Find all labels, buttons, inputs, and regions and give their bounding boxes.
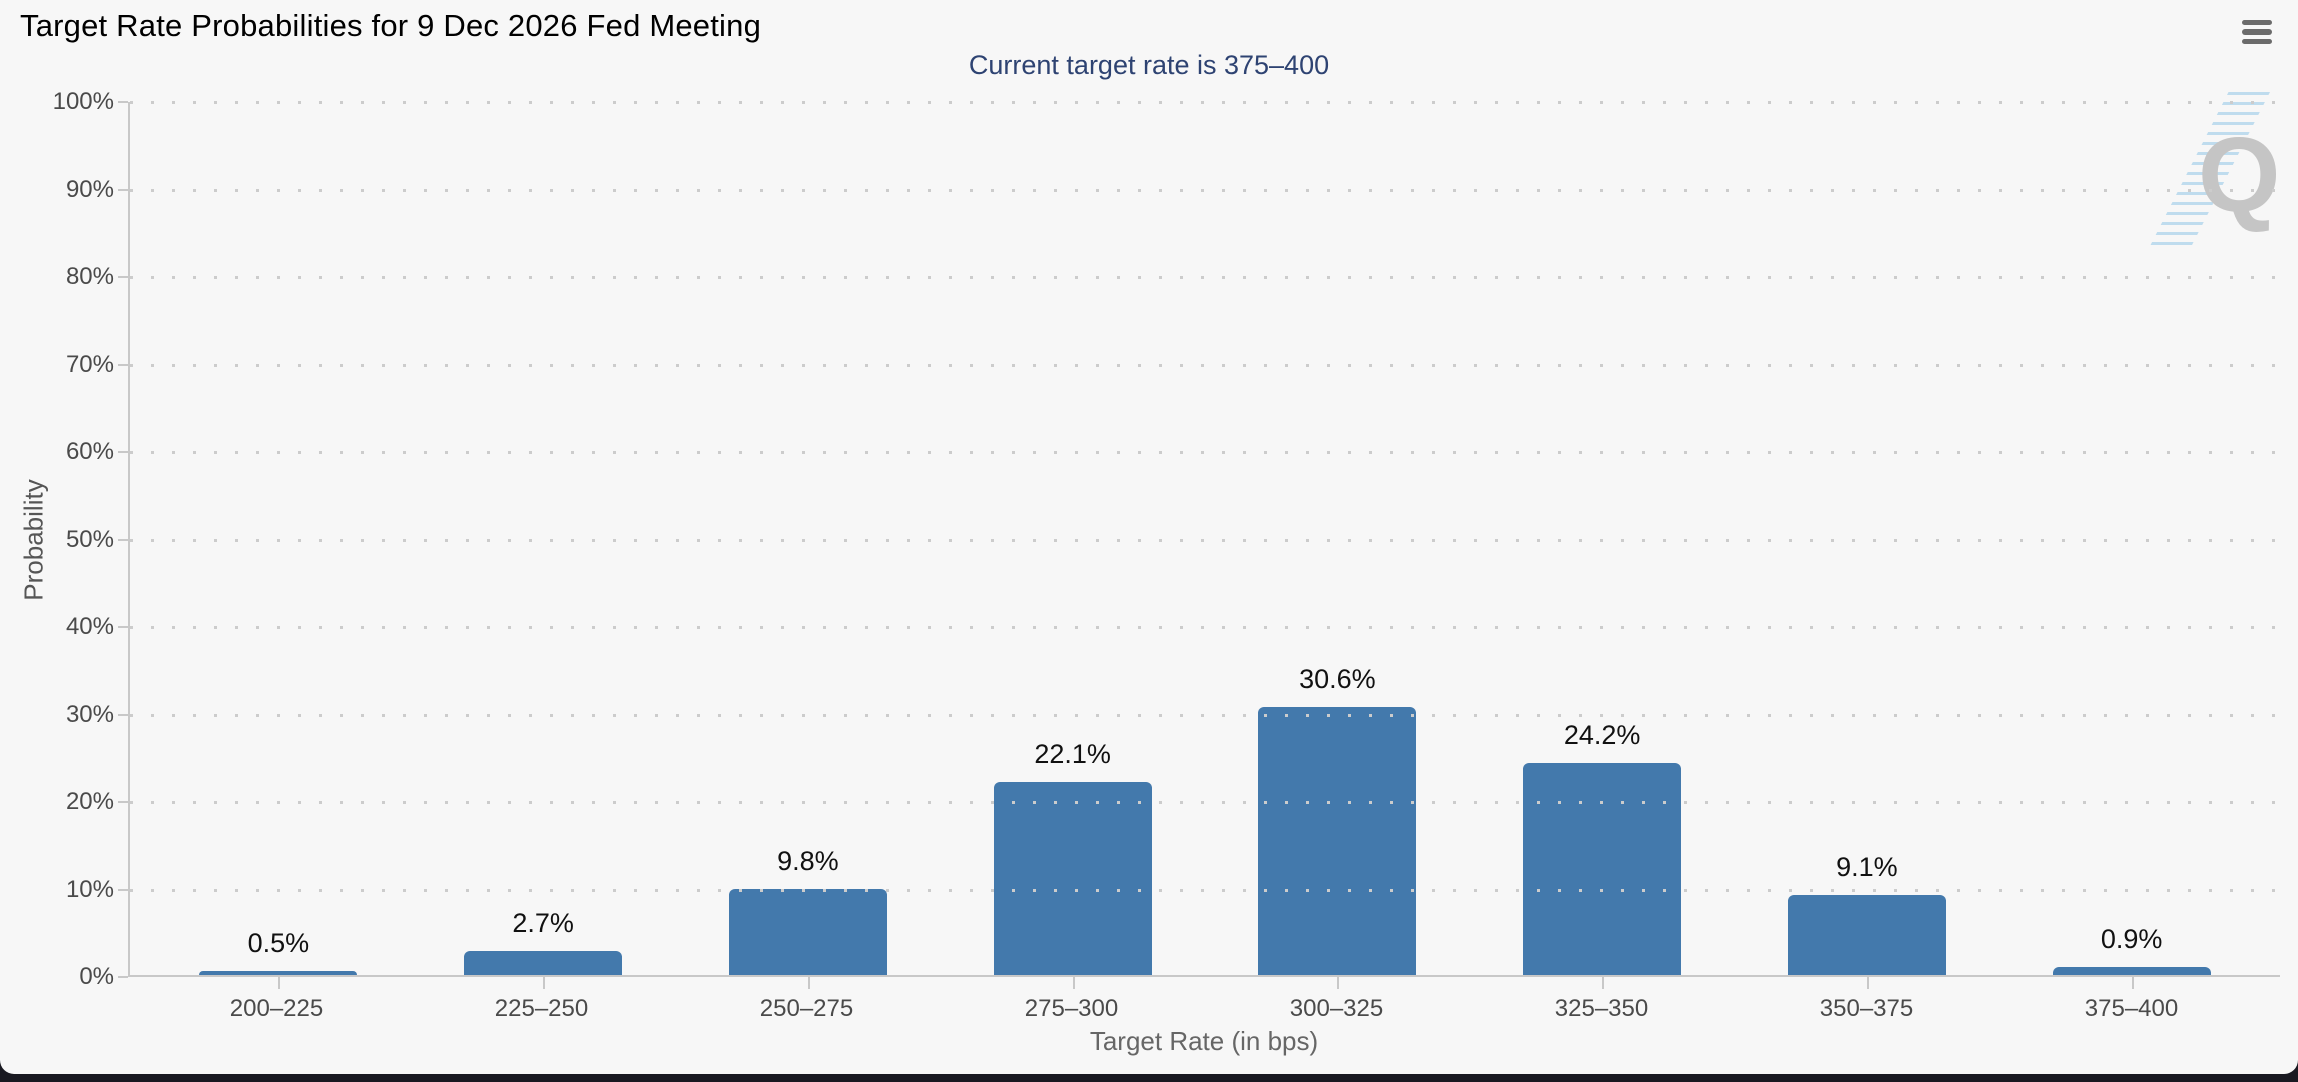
x-axis-tick bbox=[543, 977, 546, 989]
bar-value-label: 9.8% bbox=[777, 846, 839, 877]
x-axis-tick bbox=[807, 977, 810, 989]
y-axis-tick-label: 0% bbox=[79, 963, 114, 990]
x-axis-tick bbox=[1337, 977, 1340, 989]
bar-slot: 22.1% bbox=[940, 102, 1205, 989]
bar[interactable] bbox=[464, 951, 623, 975]
quikstrike-watermark: Q bbox=[2148, 92, 2280, 250]
bar-value-label: 9.1% bbox=[1836, 852, 1898, 883]
bar-value-label: 22.1% bbox=[1034, 738, 1111, 769]
x-axis-category-label: 325–350 bbox=[1554, 995, 1649, 1022]
bar[interactable] bbox=[1258, 707, 1417, 975]
y-axis-tick-label: 80% bbox=[65, 263, 114, 290]
gridline bbox=[130, 451, 2280, 454]
y-axis-tick bbox=[118, 538, 128, 541]
y-axis-tick-label: 40% bbox=[65, 613, 114, 640]
page-title: Target Rate Probabilities for 9 Dec 2026… bbox=[20, 8, 762, 43]
y-axis-tick bbox=[118, 276, 128, 278]
bars-row: 0.5% 2.7% 9.8% 22.1% 30.6% 24.2% 9.1% 0.9% bbox=[130, 102, 2280, 989]
y-axis-tick bbox=[118, 888, 128, 891]
hamburger-icon bbox=[2242, 19, 2272, 26]
gridline bbox=[130, 626, 2280, 629]
x-axis-category-label: 300–325 bbox=[1289, 995, 1384, 1022]
y-axis-tick-label: 90% bbox=[65, 175, 114, 203]
bar-slot: 9.1% bbox=[1735, 102, 2000, 989]
y-axis-tick-label: 100% bbox=[52, 88, 114, 115]
bar[interactable] bbox=[2052, 967, 2211, 975]
bar[interactable] bbox=[728, 889, 887, 975]
x-axis-category-label: 375–400 bbox=[2084, 995, 2179, 1022]
x-axis-category-label: 275–300 bbox=[1024, 995, 1119, 1022]
x-axis-tick bbox=[1602, 977, 1605, 989]
bar-value-label: 30.6% bbox=[1299, 664, 1376, 695]
hamburger-icon bbox=[2242, 29, 2272, 35]
bar-slot: 0.9% bbox=[1999, 102, 2264, 989]
bar-value-label: 0.9% bbox=[2100, 924, 2163, 955]
y-axis-labels: 0% 10% 20% 30% 40% 50% 60% 70% 80% 90% 100% bbox=[0, 88, 114, 990]
chart-subtitle: Current target rate is 375–400 bbox=[968, 50, 1330, 80]
x-axis-tick bbox=[1072, 977, 1075, 989]
y-axis-tick bbox=[118, 713, 128, 716]
x-axis-tick bbox=[2131, 977, 2134, 989]
y-axis-tick bbox=[118, 451, 128, 453]
y-axis-tick-label: 30% bbox=[65, 700, 114, 728]
y-axis-tick-label: 70% bbox=[65, 350, 114, 378]
x-axis-category-label: 200–225 bbox=[229, 995, 324, 1022]
watermark-q-letter: Q bbox=[2198, 116, 2281, 234]
bar-slot: 30.6% bbox=[1205, 102, 1470, 989]
x-axis-category-label: 250–275 bbox=[759, 995, 854, 1022]
bar[interactable] bbox=[1523, 763, 1682, 975]
bar[interactable] bbox=[199, 970, 358, 975]
x-axis-tick bbox=[1866, 977, 1869, 989]
bottom-strip bbox=[0, 1074, 2298, 1082]
bar-value-label: 0.5% bbox=[247, 927, 310, 958]
gridline bbox=[130, 713, 2280, 717]
x-axis-category-label: 225–250 bbox=[494, 995, 589, 1022]
hamburger-icon bbox=[2242, 38, 2272, 45]
plot-area: 0.5% 2.7% 9.8% 22.1% 30.6% 24.2% 9.1% 0.9% bbox=[118, 101, 2280, 989]
bar[interactable] bbox=[1787, 895, 1946, 975]
x-axis-title: Target Rate (in bps) bbox=[1089, 1026, 1319, 1056]
y-axis-tick bbox=[118, 101, 128, 103]
y-axis-tick bbox=[118, 363, 128, 366]
bar-slot: 0.5% bbox=[146, 102, 411, 989]
bar-value-label: 2.7% bbox=[512, 908, 574, 939]
y-axis-tick bbox=[118, 626, 128, 628]
x-axis-tick bbox=[278, 977, 281, 989]
bar-value-label: 24.2% bbox=[1563, 720, 1641, 751]
gridline bbox=[130, 188, 2280, 192]
y-axis-tick-label: 60% bbox=[65, 438, 114, 465]
bar-slot: 9.8% bbox=[676, 102, 941, 989]
bar-slot: 24.2% bbox=[1470, 102, 1735, 989]
gridline bbox=[130, 101, 2280, 104]
y-axis-tick bbox=[118, 976, 128, 978]
gridline bbox=[130, 363, 2280, 367]
gridline bbox=[130, 801, 2280, 804]
bar-slot: 2.7% bbox=[411, 102, 676, 989]
gridline bbox=[130, 538, 2280, 542]
gridline bbox=[130, 276, 2280, 279]
x-axis-labels: 200–225 225–250 250–275 275–300 300–325 325–3… bbox=[128, 995, 2280, 1023]
y-axis-tick-label: 50% bbox=[65, 525, 114, 553]
y-axis-tick bbox=[118, 188, 128, 191]
bar[interactable] bbox=[993, 781, 1152, 975]
y-axis-tick-label: 10% bbox=[65, 875, 114, 903]
y-axis-tick-label: 20% bbox=[65, 788, 114, 815]
gridline bbox=[130, 888, 2280, 892]
y-axis-tick bbox=[118, 801, 128, 803]
x-axis-category-label: 350–375 bbox=[1819, 995, 1914, 1022]
hamburger-menu-button[interactable] bbox=[2242, 16, 2274, 48]
